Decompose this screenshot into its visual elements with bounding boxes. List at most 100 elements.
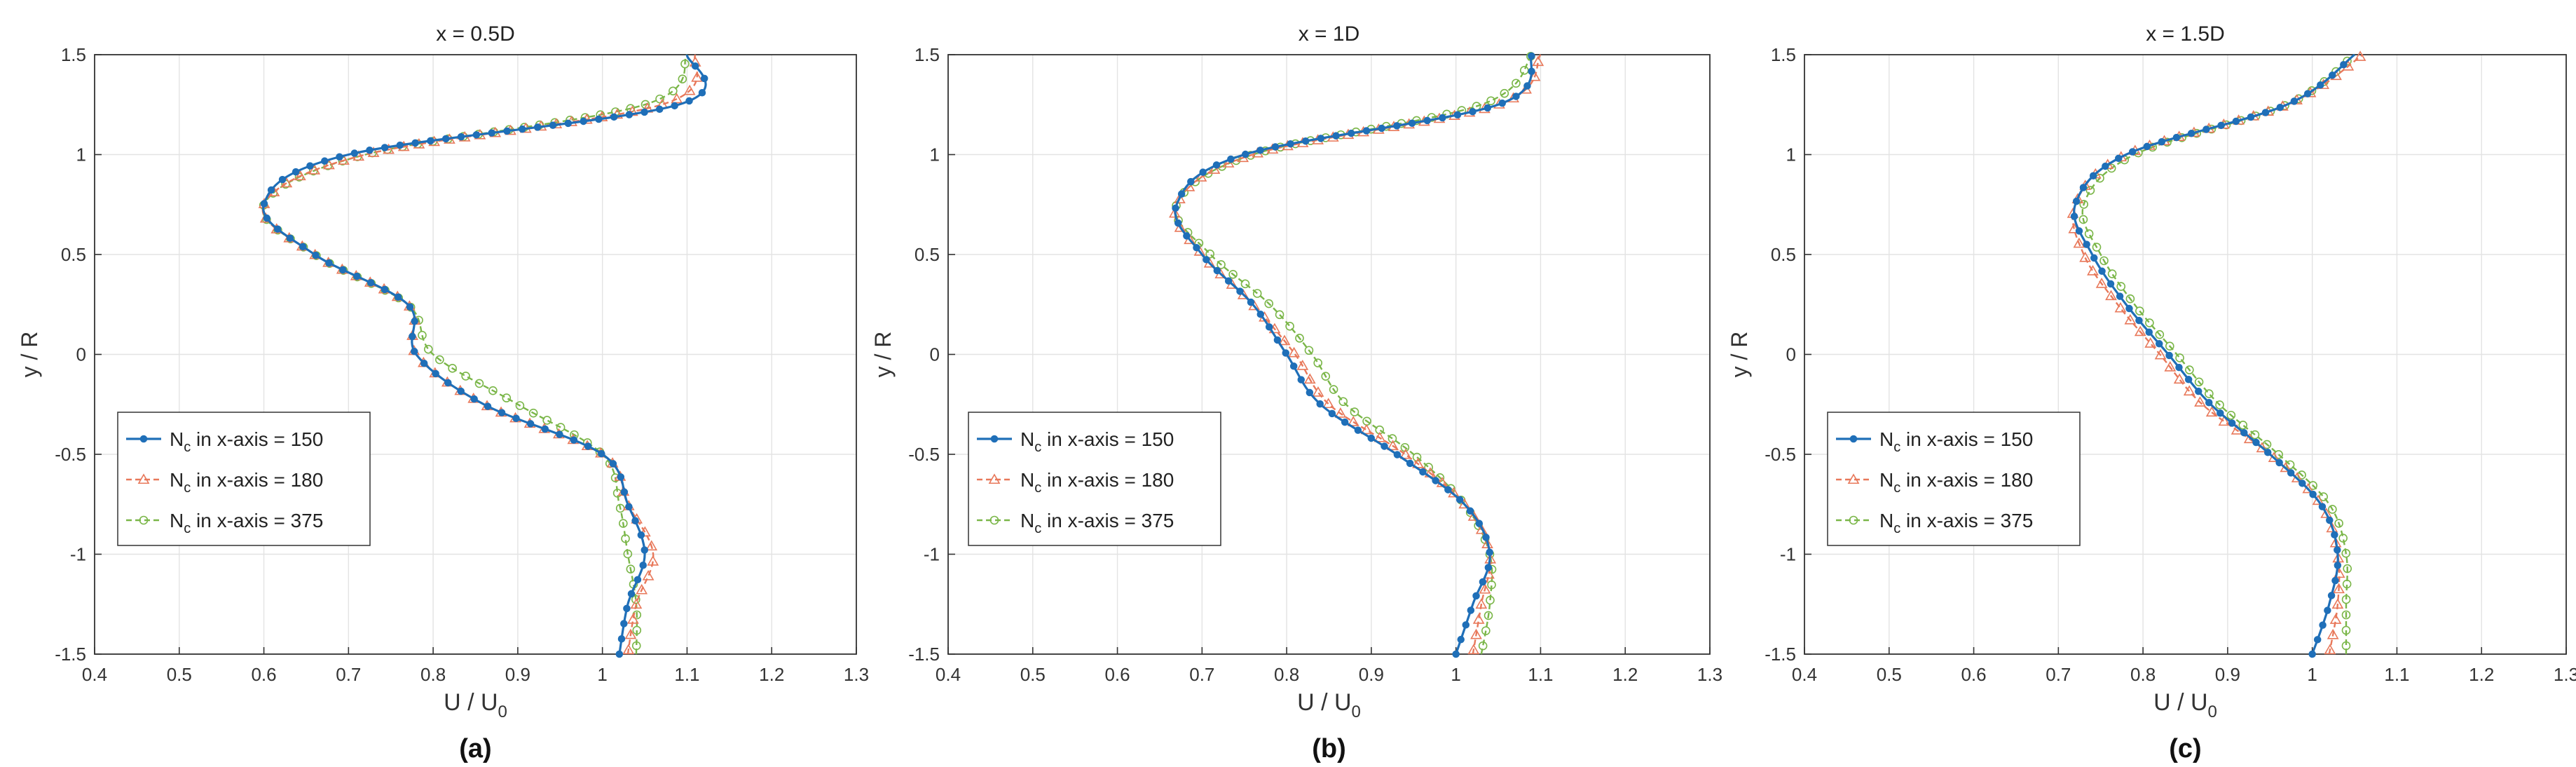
- legend-label-3: Nc in x-axis = 375: [1879, 510, 2033, 536]
- series-marker-1: [350, 149, 359, 157]
- series-marker-3: [2165, 341, 2174, 351]
- series-marker-1: [1227, 155, 1235, 163]
- series-marker-1: [498, 409, 506, 416]
- legend-label-sub: c: [184, 480, 191, 496]
- panel-label: (a): [459, 734, 491, 763]
- series-marker-1: [2275, 459, 2283, 467]
- series-marker-3: [1329, 385, 1338, 394]
- series-marker-1: [2158, 138, 2166, 146]
- series-marker-1: [2308, 650, 2316, 658]
- x-tick-label: 1.1: [674, 664, 699, 685]
- series-marker-3: [448, 364, 457, 373]
- x-tick-label: 1.1: [1528, 664, 1553, 685]
- series-marker-1: [580, 117, 587, 125]
- series-marker-1: [1393, 451, 1402, 459]
- series-marker-1: [1256, 147, 1264, 154]
- series-marker-1: [410, 348, 418, 355]
- series-marker-3: [1500, 88, 1509, 98]
- series-marker-3: [1275, 310, 1284, 320]
- legend-label-2: Nc in x-axis = 180: [1020, 469, 1174, 496]
- series-marker-1: [2217, 409, 2224, 417]
- series-marker-1: [488, 129, 495, 137]
- y-tick-label: -1: [1780, 544, 1796, 565]
- series-marker-2: [1479, 583, 1491, 594]
- series-marker-1: [2326, 516, 2334, 524]
- series-marker-1: [615, 650, 624, 658]
- series-marker-3: [2125, 294, 2135, 304]
- series-marker-1: [639, 562, 647, 569]
- series-marker-3: [640, 100, 650, 109]
- series-marker-1: [1486, 548, 1493, 556]
- series-marker-2: [2194, 396, 2206, 407]
- series-marker-1: [2079, 184, 2088, 191]
- series-marker-2: [2105, 290, 2117, 301]
- x-tick-label: 0.9: [505, 664, 530, 685]
- x-tick-label: 1: [2307, 664, 2317, 685]
- series-marker-1: [620, 488, 629, 496]
- legend-marker-2: [1847, 473, 1860, 484]
- panel-label: (b): [1312, 734, 1346, 763]
- series-marker-1: [640, 108, 648, 116]
- series-marker-3: [2155, 330, 2165, 339]
- series-marker-2: [2079, 251, 2091, 262]
- series-marker-3: [678, 74, 687, 83]
- series-marker-3: [621, 534, 630, 543]
- series-marker-1: [2287, 469, 2295, 477]
- series-marker-2: [642, 570, 655, 581]
- series-marker-1: [1317, 135, 1325, 142]
- series-marker-1: [1408, 119, 1416, 127]
- series-marker-1: [411, 139, 419, 147]
- series-marker-1: [1475, 520, 1484, 527]
- x-tick-label: 0.7: [1189, 664, 1214, 685]
- series-marker-2: [2320, 508, 2333, 518]
- series-marker-3: [528, 408, 538, 418]
- x-tick-label: 0.6: [251, 664, 276, 685]
- legend-label-rest: in x-axis = 150: [1900, 428, 2033, 450]
- series-marker-3: [2215, 400, 2224, 409]
- series-marker-1: [1193, 244, 1200, 252]
- series-marker-1: [394, 293, 402, 301]
- series-marker-3: [631, 595, 640, 604]
- x-tick-label: 1.3: [2554, 664, 2576, 685]
- y-tick-label: 1.5: [61, 44, 86, 65]
- series-marker-1: [1282, 349, 1290, 357]
- x-tick-label: 0.8: [2130, 664, 2156, 685]
- series-marker-3: [2175, 353, 2184, 362]
- series-marker-1: [1271, 143, 1280, 151]
- series-marker-1: [1242, 150, 1249, 158]
- series-marker-1: [2331, 576, 2339, 585]
- legend-label-main: N: [170, 469, 184, 491]
- series-marker-2: [683, 84, 696, 95]
- series-marker-1: [278, 175, 287, 184]
- series-marker-1: [2115, 154, 2123, 163]
- x-axis-label: U / U0: [2153, 689, 2217, 721]
- legend-marker-2: [137, 473, 150, 484]
- series-marker-1: [1419, 468, 1427, 476]
- series-marker-1: [620, 620, 628, 627]
- series-marker-1: [1177, 190, 1186, 198]
- series-marker-1: [1523, 82, 1531, 90]
- series-marker-2: [2205, 406, 2218, 417]
- series-1: [1172, 52, 1535, 658]
- series-marker-2: [2073, 237, 2085, 248]
- series-marker-1: [312, 251, 320, 259]
- series-marker-1: [367, 279, 375, 287]
- series-marker-2: [2218, 415, 2231, 426]
- series-marker-2: [2329, 613, 2342, 624]
- legend-label-sub: c: [1893, 440, 1900, 455]
- series-marker-1: [273, 225, 282, 233]
- series-marker-3: [1313, 358, 1323, 367]
- series-marker-3: [1350, 407, 1359, 416]
- series-marker-3: [1487, 580, 1496, 590]
- series-marker-3: [474, 379, 484, 388]
- legend-label-rest: in x-axis = 375: [1041, 510, 1174, 531]
- series-marker-1: [2328, 72, 2336, 79]
- legend-label-sub: c: [1893, 480, 1900, 496]
- series-marker-2: [1208, 163, 1221, 174]
- series-marker-2: [1399, 448, 1412, 459]
- series-marker-2: [2087, 265, 2099, 276]
- series-marker-1: [484, 402, 492, 410]
- series-marker-1: [1328, 409, 1336, 418]
- series-marker-1: [2070, 212, 2078, 220]
